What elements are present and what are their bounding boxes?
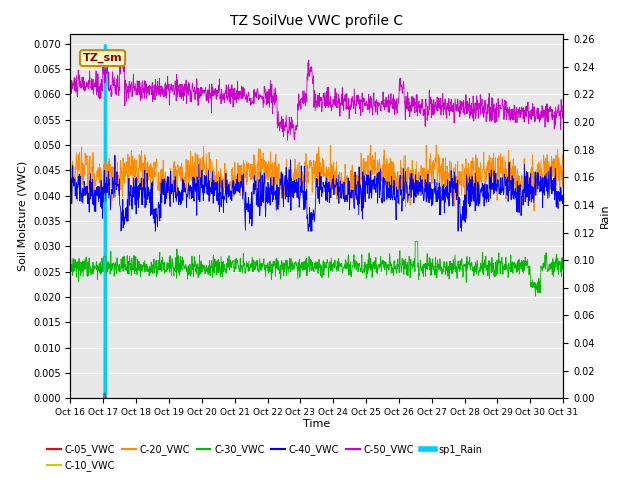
Y-axis label: Soil Moisture (VWC): Soil Moisture (VWC) [17, 161, 28, 271]
Title: TZ SoilVue VWC profile C: TZ SoilVue VWC profile C [230, 14, 403, 28]
X-axis label: Time: Time [303, 419, 330, 429]
Legend: C-05_VWC, C-10_VWC, C-20_VWC, C-30_VWC, C-40_VWC, C-50_VWC, sp1_Rain: C-05_VWC, C-10_VWC, C-20_VWC, C-30_VWC, … [44, 441, 486, 475]
Text: TZ_sm: TZ_sm [83, 53, 122, 63]
Y-axis label: Rain: Rain [600, 204, 610, 228]
